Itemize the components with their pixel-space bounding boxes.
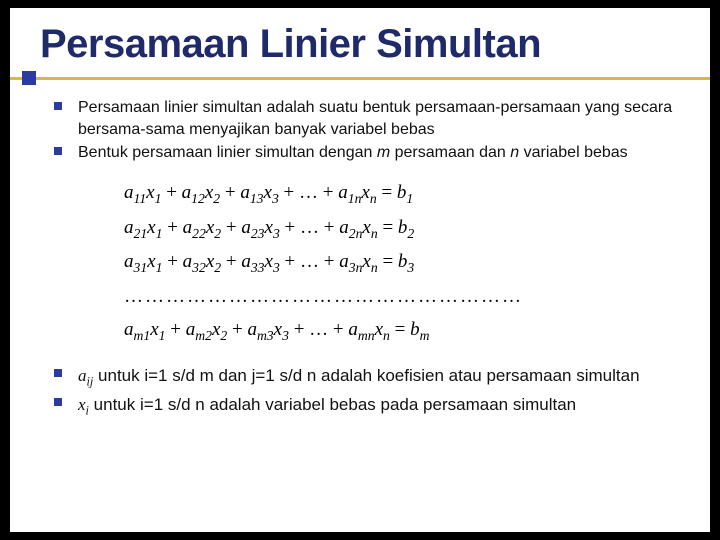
equations-block: a11x1 + a12x2 + a13x3 + … + a1nxn = b1 a… <box>124 176 676 348</box>
bullet-text: aij untuk i=1 s/d m dan j=1 s/d n adalah… <box>78 366 640 385</box>
accent-line <box>10 77 710 80</box>
bullet-item: Persamaan linier simultan adalah suatu b… <box>54 97 676 140</box>
bullets-bottom: aij untuk i=1 s/d m dan j=1 s/d n adalah… <box>54 364 676 420</box>
bullet-item: Bentuk persamaan linier simultan dengan … <box>54 142 676 164</box>
slide: Persamaan Linier Simultan Persamaan lini… <box>10 8 710 532</box>
equation-row: a31x1 + a32x2 + a33x3 + … + a3nxn = b3 <box>124 245 676 280</box>
bullet-text: Persamaan linier simultan adalah suatu b… <box>78 99 672 138</box>
bullet-text: Bentuk persamaan linier simultan dengan … <box>78 144 628 161</box>
bullet-item: aij untuk i=1 s/d m dan j=1 s/d n adalah… <box>54 364 676 391</box>
bullet-square-icon <box>54 147 62 155</box>
bullet-square-icon <box>54 398 62 406</box>
content: Persamaan linier simultan adalah suatu b… <box>10 97 710 420</box>
bullets-top: Persamaan linier simultan adalah suatu b… <box>54 97 676 164</box>
bullets-bottom-wrap: aij untuk i=1 s/d m dan j=1 s/d n adalah… <box>54 364 676 420</box>
bullet-square-icon <box>54 102 62 110</box>
bullet-item: xi untuk i=1 s/d n adalah variabel bebas… <box>54 393 676 420</box>
bullet-text: xi untuk i=1 s/d n adalah variabel bebas… <box>78 395 576 414</box>
equation-row: a11x1 + a12x2 + a13x3 + … + a1nxn = b1 <box>124 176 676 211</box>
equation-row: a21x1 + a22x2 + a23x3 + … + a2nxn = b2 <box>124 211 676 246</box>
equation-dots: ………………………………………………… <box>124 280 676 313</box>
bullet-square-icon <box>54 369 62 377</box>
slide-title: Persamaan Linier Simultan <box>10 8 710 69</box>
accent-box <box>22 71 36 85</box>
equation-row: am1x1 + am2x2 + am3x3 + … + amnxn = bm <box>124 313 676 348</box>
accent <box>10 69 710 91</box>
